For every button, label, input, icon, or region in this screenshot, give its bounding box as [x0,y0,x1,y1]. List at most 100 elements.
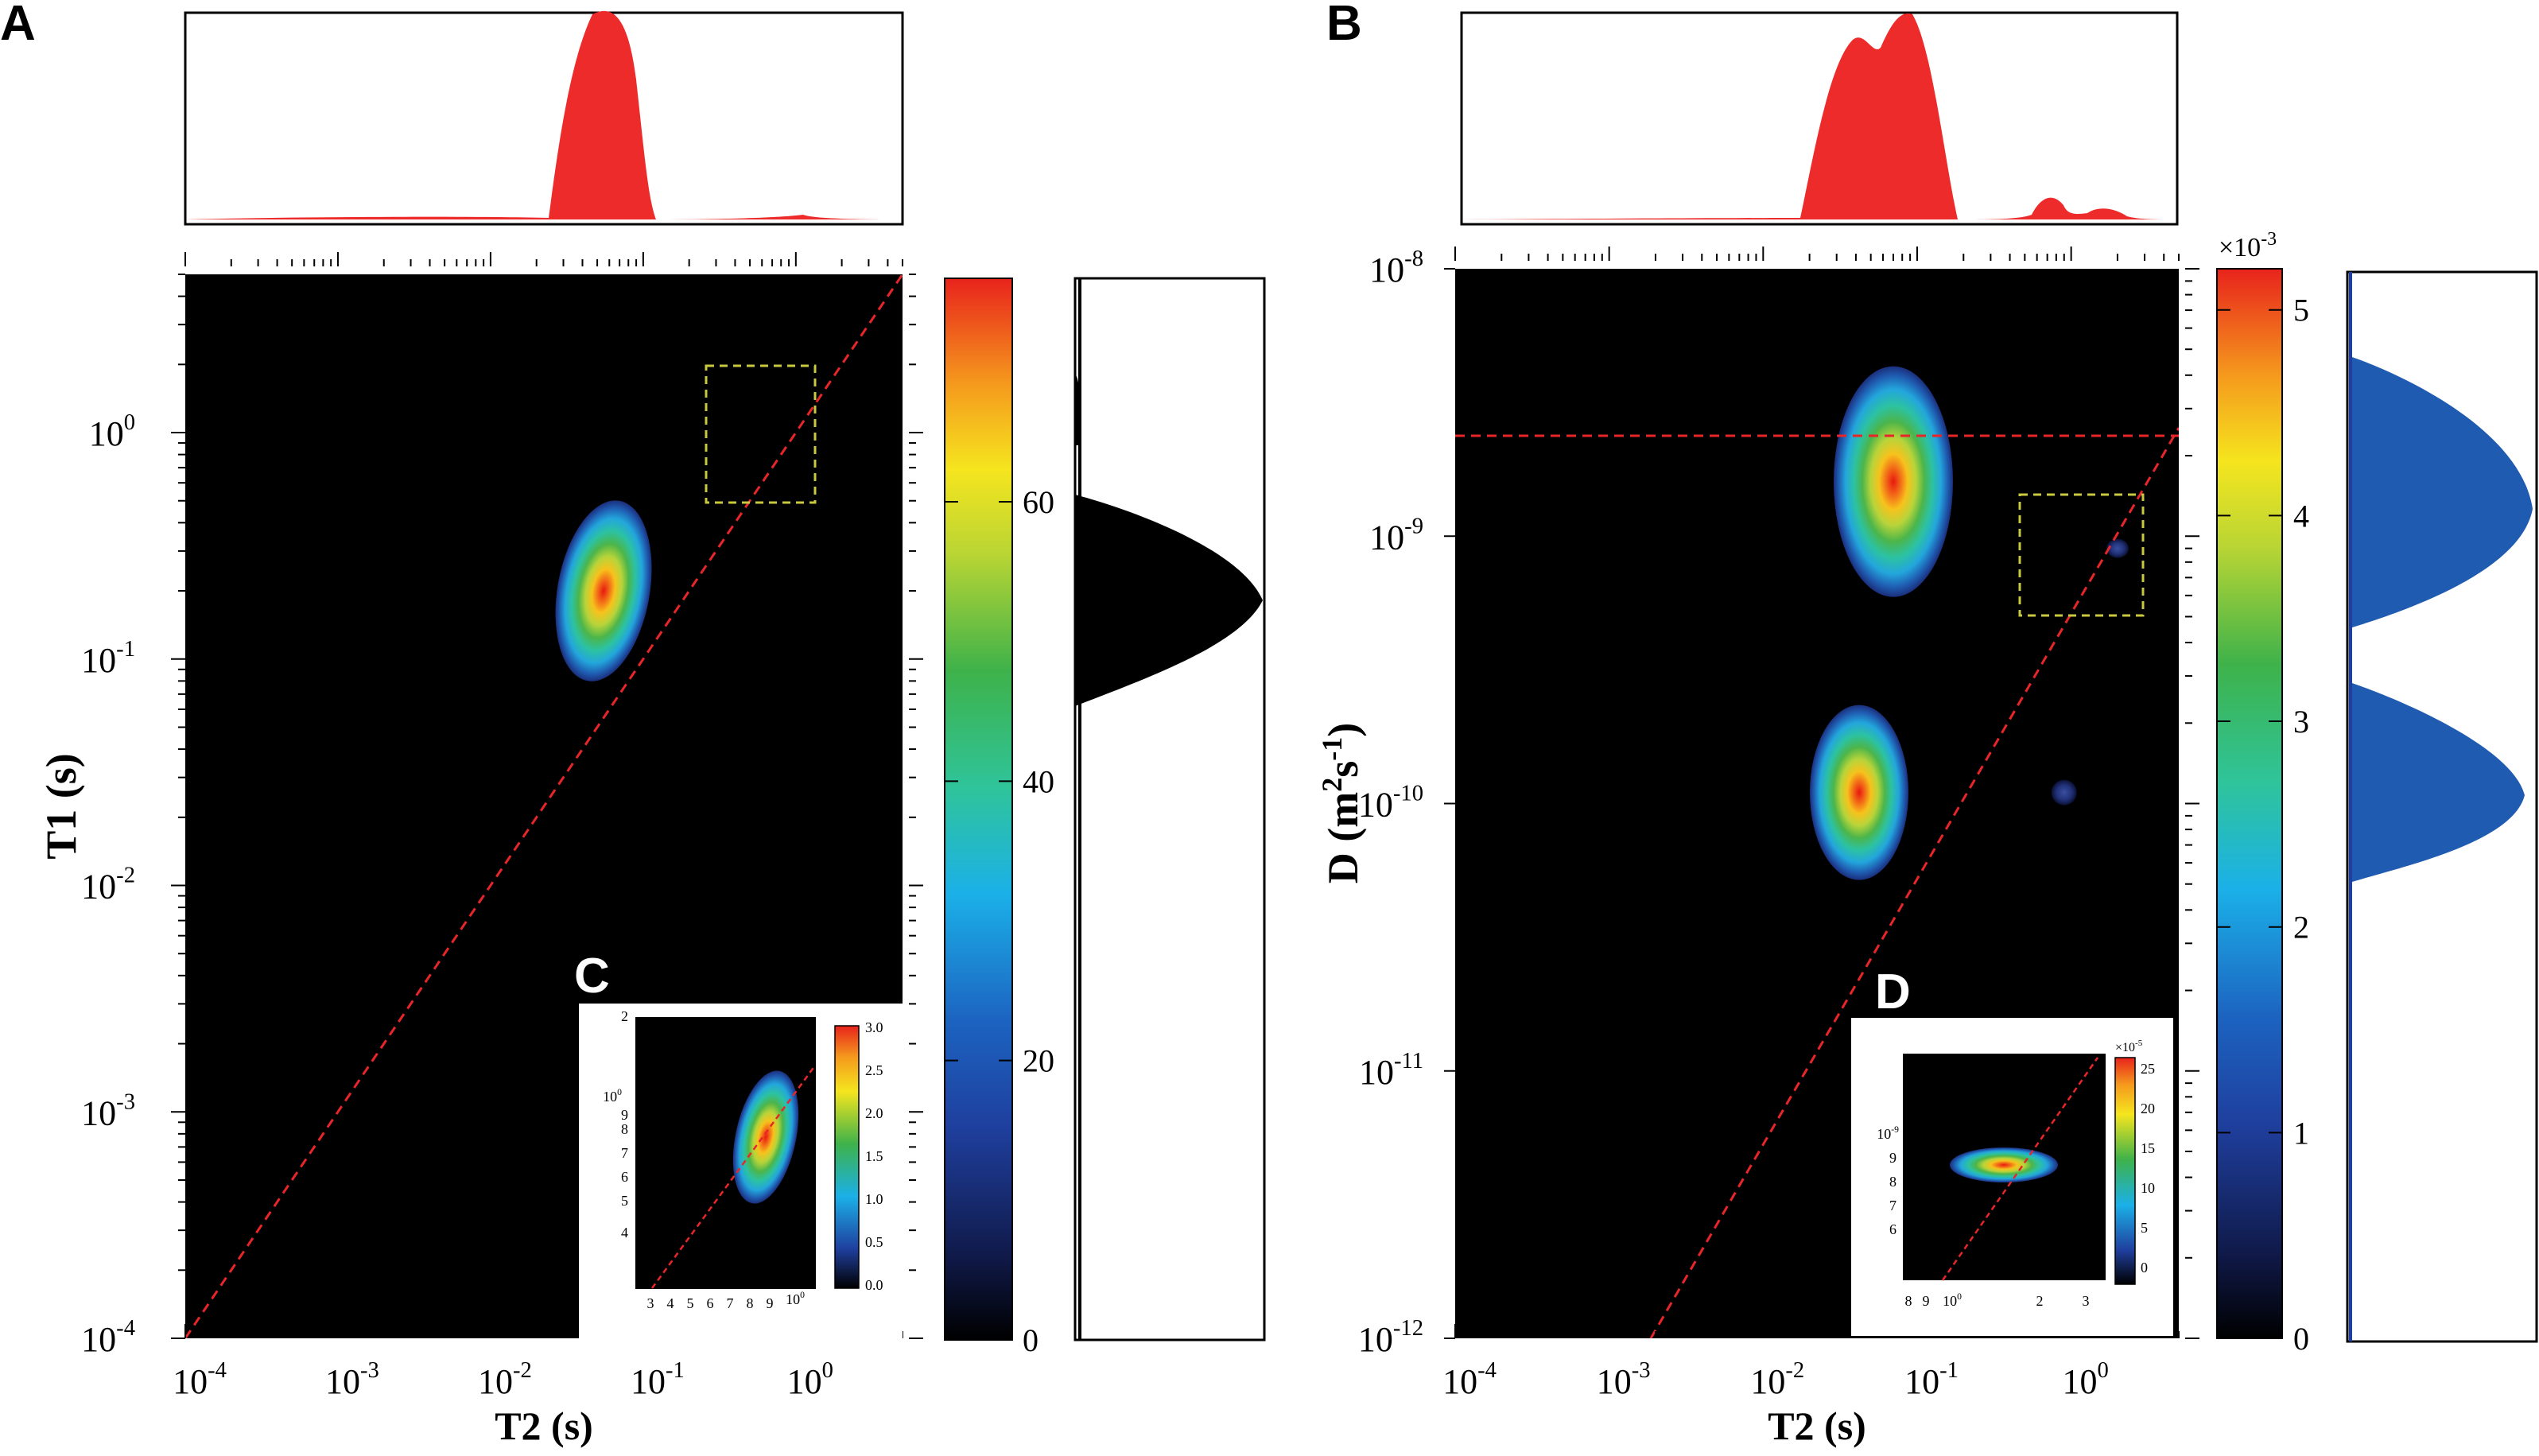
colorbar-a-tick-1: 20 [1023,1043,1054,1079]
colorbar-a: 0 20 40 60 [944,278,1054,1358]
x-tick-b-0: 10-4 [1442,1358,1497,1401]
xlabel-b: T2 (s) [1768,1404,1866,1448]
x-tick-b-2: 10-2 [1750,1358,1804,1401]
marginal-right-b [2346,270,2538,1343]
inset-c-xtick-3: 6 [707,1295,714,1311]
inset-c-xtick-0: 3 [647,1295,654,1311]
inset-c-ytick-2: 8 [621,1121,628,1137]
inset-label-c: C [574,949,610,1004]
x-tick-a-4: 100 [787,1358,833,1401]
inset-c-cbar-tick-3: 1.5 [865,1148,883,1164]
y-tick-a-0: 10-4 [81,1316,135,1359]
y-tick-a-2: 10-2 [81,864,135,907]
x-tick-b-1: 10-3 [1597,1358,1651,1401]
inset-c-ytick-1: 9 [621,1107,628,1123]
main-plot-a: 10-4 10-3 10-2 10-1 100 10-4 10-3 10-2 10-1 100 [81,252,923,1401]
colorbar-b-tick-1: 1 [2293,1115,2309,1151]
y-tick-b-4: 10-8 [1369,247,1423,289]
x-tick-a-3: 10-1 [631,1358,685,1401]
x-tick-b-3: 10-1 [1904,1358,1959,1401]
inset-c-ytick-mid: 100 [603,1087,622,1105]
inset-c-xtick-6: 9 [767,1295,774,1311]
peak-b-3 [2106,538,2129,558]
colorbar-b: ×10-3 0 1 2 3 4 5 [2216,229,2309,1357]
inset-c-cbar-tick-1: 2.5 [865,1062,883,1078]
y-tick-b-3: 10-9 [1369,514,1423,557]
inset-d-ytick-1: 8 [1889,1174,1896,1190]
inset-c-cbar-tick-4: 1.0 [865,1191,883,1207]
inset-c-cbar-tick-2: 2.0 [865,1105,883,1121]
inset-label-d: D [1875,965,1911,1019]
peak-a-0 [555,500,652,681]
inset-d-xtick2-1: 3 [2083,1293,2090,1309]
inset-d-ytick-3: 6 [1889,1221,1896,1237]
inset-d-cbar-tick-3: 10 [2141,1180,2155,1196]
inset-c: C 3 4 5 6 7 8 9 10029876541003.02.52.01.51.00.5… [574,949,903,1338]
inset-d-cbar-tick-4: 5 [2141,1220,2148,1236]
y-tick-b-0: 10-12 [1358,1316,1423,1359]
peaks-b [1810,366,2129,880]
y-tick-a-4: 100 [89,410,135,453]
inset-c-ytick-6: 4 [621,1225,628,1241]
inset-d-cbar-tick-2: 15 [2141,1140,2155,1156]
y-tick-a-3: 10-1 [81,637,135,680]
colorbar-b-tick-2: 2 [2293,910,2309,945]
inset-c-xtick-5: 8 [747,1295,754,1311]
highlight-box-a [705,364,817,504]
ticks-b: 10-4 10-3 10-2 10-1 10010-1210-1110-1010-910… [1358,247,2199,1401]
inset-d-ytick-top: 10-9 [1877,1124,1899,1142]
inset-d-xtick2-0: 2 [2036,1293,2044,1309]
y-tick-b-2: 10-10 [1358,782,1423,825]
highlight-box-b [2018,493,2145,617]
inset-c-ticks: 3 4 5 6 7 8 9 10029876541003.02.52.01.51.00.50.… [603,1008,883,1311]
x-tick-a-2: 10-2 [478,1358,532,1401]
inset-c-xtick-1: 4 [667,1295,674,1311]
inset-d-ytick-0: 9 [1889,1150,1896,1166]
ticks-a: 10-4 10-3 10-2 10-1 100 10-4 10-3 10-2 10-1 100 [81,252,923,1401]
colorbar-b-multiplier: ×10-3 [2219,229,2277,262]
diagonal-line-b [1649,427,2179,1338]
inset-d-xtick-1: 9 [1923,1293,1930,1309]
y-tick-a-1: 10-3 [81,1089,135,1132]
colorbar-a-tick-0: 0 [1023,1322,1039,1358]
x-tick-b-4: 100 [2062,1358,2108,1401]
inset-c-cbar-tick-6: 0.0 [865,1277,883,1293]
colorbar-a-tick-2: 40 [1023,763,1054,799]
ylabel-b: D (m2s-1) [1316,723,1367,883]
inset-d-ytick-2: 7 [1889,1198,1896,1213]
inset-d-cbar-multiplier: ×10-5 [2115,1039,2143,1054]
peak-b-0 [1833,366,1953,597]
inset-c-ytick-4: 6 [621,1169,628,1185]
x-tick-a-1: 10-3 [325,1358,379,1401]
inset-c-ytick-3: 7 [621,1145,628,1161]
inset-c-ytick-0: 2 [621,1008,628,1024]
panel-label-b: B [1326,0,1362,51]
diagonal-line-a [185,274,903,1338]
peak-b-1 [1810,705,1909,880]
peak-b-2 [2051,779,2077,806]
xlabel-a: T2 (s) [495,1404,593,1448]
x-tick-a-0: 10-4 [173,1358,227,1401]
inset-c-cbar-tick-0: 3.0 [865,1019,883,1035]
inset-d-cbar-tick-0: 25 [2141,1061,2155,1077]
inset-d-cbar-tick-5: 0 [2141,1260,2148,1275]
inset-c-cbar-tick-5: 0.5 [865,1234,883,1250]
colorbar-b-tick-5: 5 [2293,293,2309,328]
inset-c-xtick-4: 7 [727,1295,734,1311]
inset-c-xtick-2: 5 [687,1295,694,1311]
colorbar-b-tick-3: 3 [2293,704,2309,740]
ylabel-a: T1 (s) [37,753,85,860]
inset-d-xtick-0: 8 [1905,1293,1912,1309]
y-tick-b-1: 10-11 [1359,1049,1423,1092]
marginal-top-b [1460,11,2179,226]
colorbar-b-tick-0: 0 [2293,1321,2309,1357]
colorbar-a-tick-3: 60 [1023,484,1054,520]
peaks-a [555,500,652,681]
inset-d-xtick-mid: 100 [1943,1291,1962,1309]
inset-c-xtick-end: 100 [786,1290,805,1307]
inset-d-cbar-tick-1: 20 [2141,1101,2155,1116]
marginal-top-a [184,10,904,226]
colorbar-b-tick-4: 4 [2293,498,2309,534]
